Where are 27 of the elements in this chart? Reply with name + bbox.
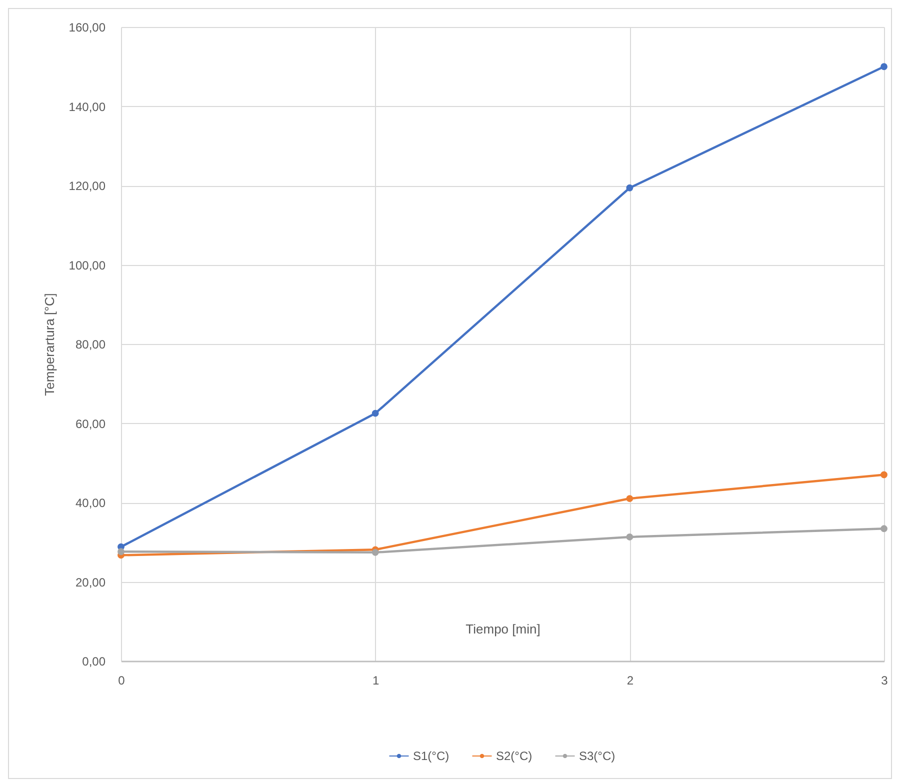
x-tick-label: 3	[881, 674, 888, 688]
point	[626, 184, 634, 192]
y-tick-label: 100,00	[68, 258, 106, 272]
legend-label: S1(°C)	[413, 749, 450, 763]
y-tick-label: 120,00	[68, 179, 106, 193]
point	[626, 534, 634, 540]
point	[372, 410, 379, 417]
x-tick-label: 1	[372, 674, 380, 688]
y-tick-label: 160,00	[68, 20, 106, 34]
y-tick-label: 20,00	[75, 575, 106, 590]
legend-label: S3(°C)	[579, 749, 616, 763]
y-tick-label: 40,00	[75, 496, 106, 510]
point	[118, 548, 124, 556]
point	[880, 63, 888, 70]
y-tick-label: 0,00	[82, 654, 106, 668]
point	[372, 548, 379, 556]
x-tick-label: 2	[626, 674, 634, 688]
legend-label: S2(°C)	[496, 749, 532, 763]
point	[880, 525, 888, 532]
y-axis-title: Temperartura [°C]	[42, 293, 57, 396]
y-tick-label: 140,00	[68, 100, 106, 114]
y-tick-label: 60,00	[75, 416, 106, 431]
y-tick-label: 80,00	[75, 338, 106, 352]
point	[626, 495, 634, 502]
x-tick-label: 0	[118, 674, 126, 688]
point	[880, 471, 888, 478]
x-axis-title: Tiempo [min]	[466, 622, 540, 636]
